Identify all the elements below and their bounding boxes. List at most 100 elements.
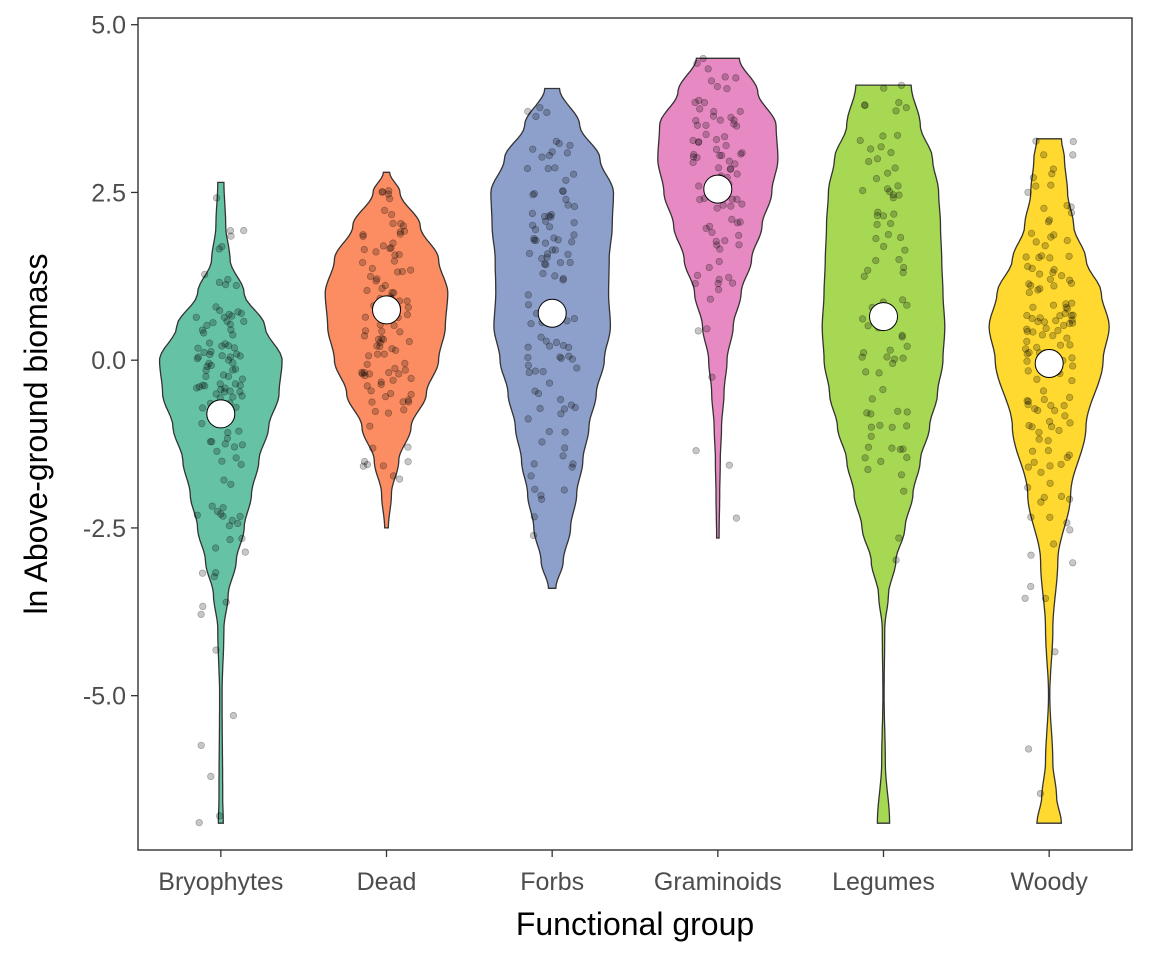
data-point bbox=[221, 384, 229, 392]
data-point bbox=[559, 341, 568, 350]
data-point bbox=[524, 107, 532, 116]
data-point bbox=[1040, 395, 1048, 404]
data-point bbox=[1045, 216, 1053, 224]
data-point bbox=[218, 352, 226, 360]
data-point bbox=[224, 429, 232, 437]
data-point bbox=[365, 370, 374, 378]
data-point bbox=[405, 398, 413, 406]
data-point bbox=[568, 238, 576, 246]
data-point bbox=[691, 280, 699, 288]
data-point bbox=[733, 195, 741, 203]
data-point bbox=[208, 502, 216, 510]
data-point bbox=[897, 81, 906, 89]
data-point bbox=[689, 158, 697, 167]
data-point bbox=[1028, 314, 1036, 323]
x-tick-label-graminoids: Graminoids bbox=[654, 868, 782, 896]
data-point bbox=[222, 598, 230, 606]
data-point bbox=[1061, 309, 1069, 318]
data-point bbox=[387, 390, 395, 398]
data-point bbox=[573, 364, 581, 372]
data-point bbox=[569, 170, 578, 178]
data-point bbox=[570, 315, 579, 323]
data-point bbox=[206, 350, 214, 359]
data-point bbox=[205, 339, 214, 347]
data-point bbox=[566, 141, 574, 149]
data-point bbox=[529, 145, 537, 153]
data-point bbox=[705, 222, 714, 230]
data-point bbox=[1028, 264, 1036, 273]
data-point bbox=[199, 602, 207, 611]
data-point bbox=[895, 534, 903, 542]
data-point bbox=[226, 387, 234, 395]
data-point bbox=[215, 278, 223, 287]
data-point bbox=[236, 352, 244, 360]
data-point bbox=[1034, 406, 1042, 415]
data-point bbox=[360, 246, 368, 254]
data-point bbox=[900, 263, 908, 272]
data-point bbox=[710, 107, 718, 116]
data-point bbox=[529, 191, 537, 199]
data-point bbox=[225, 342, 233, 350]
data-point bbox=[360, 368, 368, 377]
data-point bbox=[199, 381, 207, 389]
data-point bbox=[864, 266, 872, 274]
data-point bbox=[868, 395, 876, 403]
data-point bbox=[872, 175, 881, 183]
data-point bbox=[887, 149, 895, 157]
data-point bbox=[545, 223, 554, 231]
data-point bbox=[693, 59, 701, 67]
data-point bbox=[389, 239, 397, 247]
data-point bbox=[229, 711, 237, 720]
data-point bbox=[1048, 170, 1056, 178]
data-point bbox=[202, 366, 210, 374]
data-point bbox=[1032, 238, 1040, 246]
data-point bbox=[568, 463, 576, 471]
data-point bbox=[359, 231, 367, 239]
data-point bbox=[216, 306, 224, 315]
data-point bbox=[238, 375, 246, 383]
data-point bbox=[1046, 479, 1054, 487]
data-point bbox=[201, 270, 209, 279]
data-point bbox=[1038, 331, 1046, 339]
data-point bbox=[378, 334, 386, 343]
data-point bbox=[238, 534, 246, 543]
data-point bbox=[378, 327, 386, 335]
data-point bbox=[1063, 453, 1071, 462]
data-point bbox=[530, 235, 538, 243]
data-point bbox=[543, 253, 551, 261]
data-point bbox=[385, 369, 393, 377]
data-point bbox=[559, 275, 568, 283]
x-tick-label-legumes: Legumes bbox=[832, 868, 935, 896]
data-point bbox=[702, 130, 710, 138]
data-point bbox=[876, 421, 884, 429]
data-point bbox=[527, 472, 535, 480]
data-point bbox=[407, 374, 415, 383]
data-point bbox=[368, 398, 376, 406]
data-point bbox=[569, 460, 577, 468]
data-point bbox=[902, 104, 910, 112]
data-point bbox=[1045, 418, 1054, 426]
data-point bbox=[235, 427, 243, 435]
data-point bbox=[384, 409, 393, 417]
data-point bbox=[216, 380, 224, 388]
data-point bbox=[229, 393, 237, 401]
data-point bbox=[392, 346, 400, 354]
data-point bbox=[733, 170, 741, 178]
data-point bbox=[715, 257, 723, 266]
data-point bbox=[552, 137, 560, 145]
data-point bbox=[879, 212, 888, 220]
data-point bbox=[1024, 463, 1032, 471]
data-point bbox=[889, 191, 897, 199]
data-point bbox=[361, 372, 369, 380]
data-point bbox=[386, 245, 394, 253]
data-point bbox=[1031, 405, 1039, 413]
data-point bbox=[1056, 312, 1064, 320]
data-point bbox=[530, 513, 538, 521]
data-point bbox=[1063, 236, 1071, 245]
data-point bbox=[547, 213, 555, 221]
data-point bbox=[1067, 209, 1076, 217]
data-point bbox=[194, 353, 202, 361]
data-point bbox=[528, 209, 537, 217]
data-point bbox=[359, 232, 367, 240]
x-tick-label-dead: Dead bbox=[357, 868, 417, 896]
